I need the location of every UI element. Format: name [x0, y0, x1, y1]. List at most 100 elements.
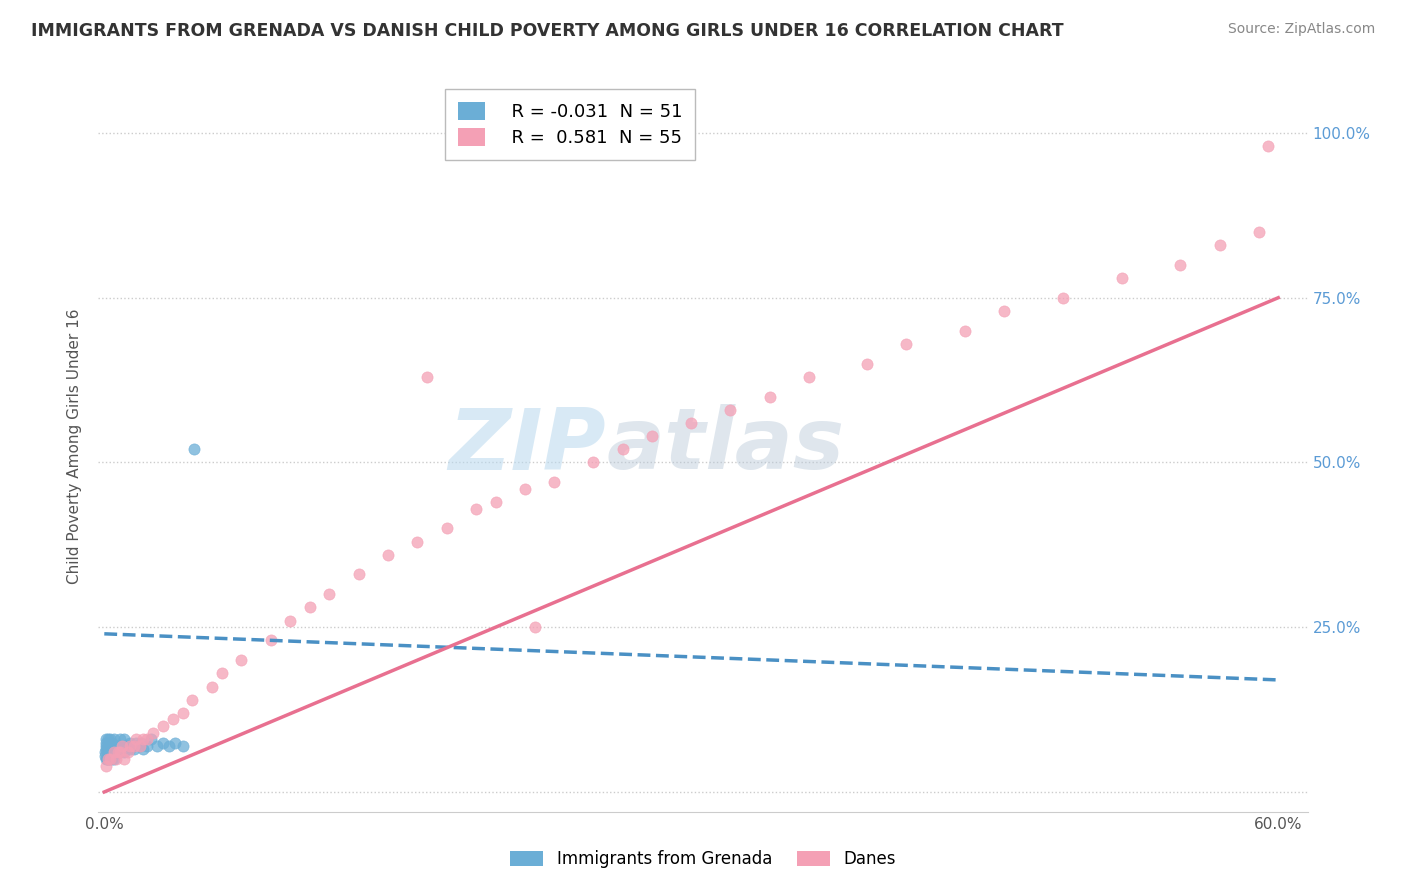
- Point: [953, 324, 976, 338]
- Point: [513, 482, 536, 496]
- Text: IMMIGRANTS FROM GRENADA VS DANISH CHILD POVERTY AMONG GIRLS UNDER 16 CORRELATION: IMMIGRANTS FROM GRENADA VS DANISH CHILD …: [31, 22, 1063, 40]
- Point: [96, 732, 118, 747]
- Point: [132, 742, 155, 756]
- Text: ZIP: ZIP: [449, 404, 606, 488]
- Legend: Immigrants from Grenada, Danes: Immigrants from Grenada, Danes: [503, 844, 903, 875]
- Point: [117, 746, 139, 760]
- Point: [94, 746, 117, 760]
- Point: [163, 735, 186, 749]
- Point: [114, 739, 136, 753]
- Point: [107, 746, 129, 760]
- Point: [128, 739, 150, 753]
- Point: [278, 614, 301, 628]
- Text: atlas: atlas: [606, 404, 845, 488]
- Point: [96, 746, 118, 760]
- Point: [465, 501, 488, 516]
- Point: [94, 748, 117, 763]
- Point: [993, 304, 1015, 318]
- Point: [152, 735, 174, 749]
- Point: [111, 739, 134, 753]
- Point: [96, 742, 118, 756]
- Point: [318, 587, 340, 601]
- Point: [103, 752, 125, 766]
- Point: [101, 735, 124, 749]
- Point: [718, 402, 741, 417]
- Point: [152, 719, 174, 733]
- Point: [1247, 225, 1270, 239]
- Point: [118, 742, 141, 756]
- Point: [105, 746, 128, 760]
- Point: [107, 746, 129, 760]
- Point: [347, 567, 370, 582]
- Point: [117, 739, 139, 753]
- Point: [1170, 258, 1192, 272]
- Point: [612, 442, 634, 457]
- Point: [112, 752, 135, 766]
- Point: [105, 752, 128, 766]
- Point: [231, 653, 253, 667]
- Point: [108, 746, 131, 760]
- Point: [377, 548, 399, 562]
- Point: [146, 739, 169, 753]
- Point: [582, 455, 605, 469]
- Point: [98, 752, 121, 766]
- Point: [416, 369, 439, 384]
- Point: [108, 746, 131, 760]
- Point: [681, 416, 703, 430]
- Point: [758, 390, 780, 404]
- Point: [142, 725, 165, 739]
- Point: [96, 752, 118, 766]
- Point: [98, 732, 121, 747]
- Point: [108, 732, 131, 747]
- Point: [97, 732, 120, 747]
- Point: [101, 752, 124, 766]
- Point: [97, 752, 120, 766]
- Point: [141, 732, 163, 747]
- Point: [98, 752, 121, 766]
- Point: [103, 739, 125, 753]
- Point: [211, 666, 233, 681]
- Point: [797, 369, 820, 384]
- Point: [1052, 291, 1074, 305]
- Point: [436, 521, 458, 535]
- Point: [132, 732, 155, 747]
- Point: [122, 742, 145, 756]
- Legend:   R = -0.031  N = 51,   R =  0.581  N = 55: R = -0.031 N = 51, R = 0.581 N = 55: [446, 89, 695, 160]
- Point: [97, 752, 120, 766]
- Point: [543, 475, 565, 490]
- Point: [96, 758, 118, 772]
- Point: [103, 732, 125, 747]
- Point: [172, 739, 194, 753]
- Point: [896, 336, 918, 351]
- Point: [136, 739, 159, 753]
- Point: [107, 739, 129, 753]
- Point: [118, 735, 141, 749]
- Point: [641, 429, 664, 443]
- Point: [103, 746, 125, 760]
- Point: [157, 739, 180, 753]
- Point: [96, 752, 118, 766]
- Point: [484, 495, 506, 509]
- Text: Source: ZipAtlas.com: Source: ZipAtlas.com: [1227, 22, 1375, 37]
- Point: [298, 600, 321, 615]
- Point: [96, 735, 118, 749]
- Point: [97, 739, 120, 753]
- Point: [98, 746, 121, 760]
- Point: [112, 746, 135, 760]
- Point: [96, 739, 118, 753]
- Point: [124, 732, 146, 747]
- Point: [856, 357, 879, 371]
- Point: [1208, 238, 1230, 252]
- Point: [98, 739, 121, 753]
- Point: [183, 442, 205, 457]
- Point: [1257, 139, 1279, 153]
- Point: [131, 735, 153, 749]
- Point: [136, 732, 159, 747]
- Point: [1111, 271, 1133, 285]
- Point: [124, 735, 146, 749]
- Point: [128, 739, 150, 753]
- Point: [162, 713, 184, 727]
- Point: [111, 739, 134, 753]
- Point: [103, 746, 125, 760]
- Point: [112, 732, 135, 747]
